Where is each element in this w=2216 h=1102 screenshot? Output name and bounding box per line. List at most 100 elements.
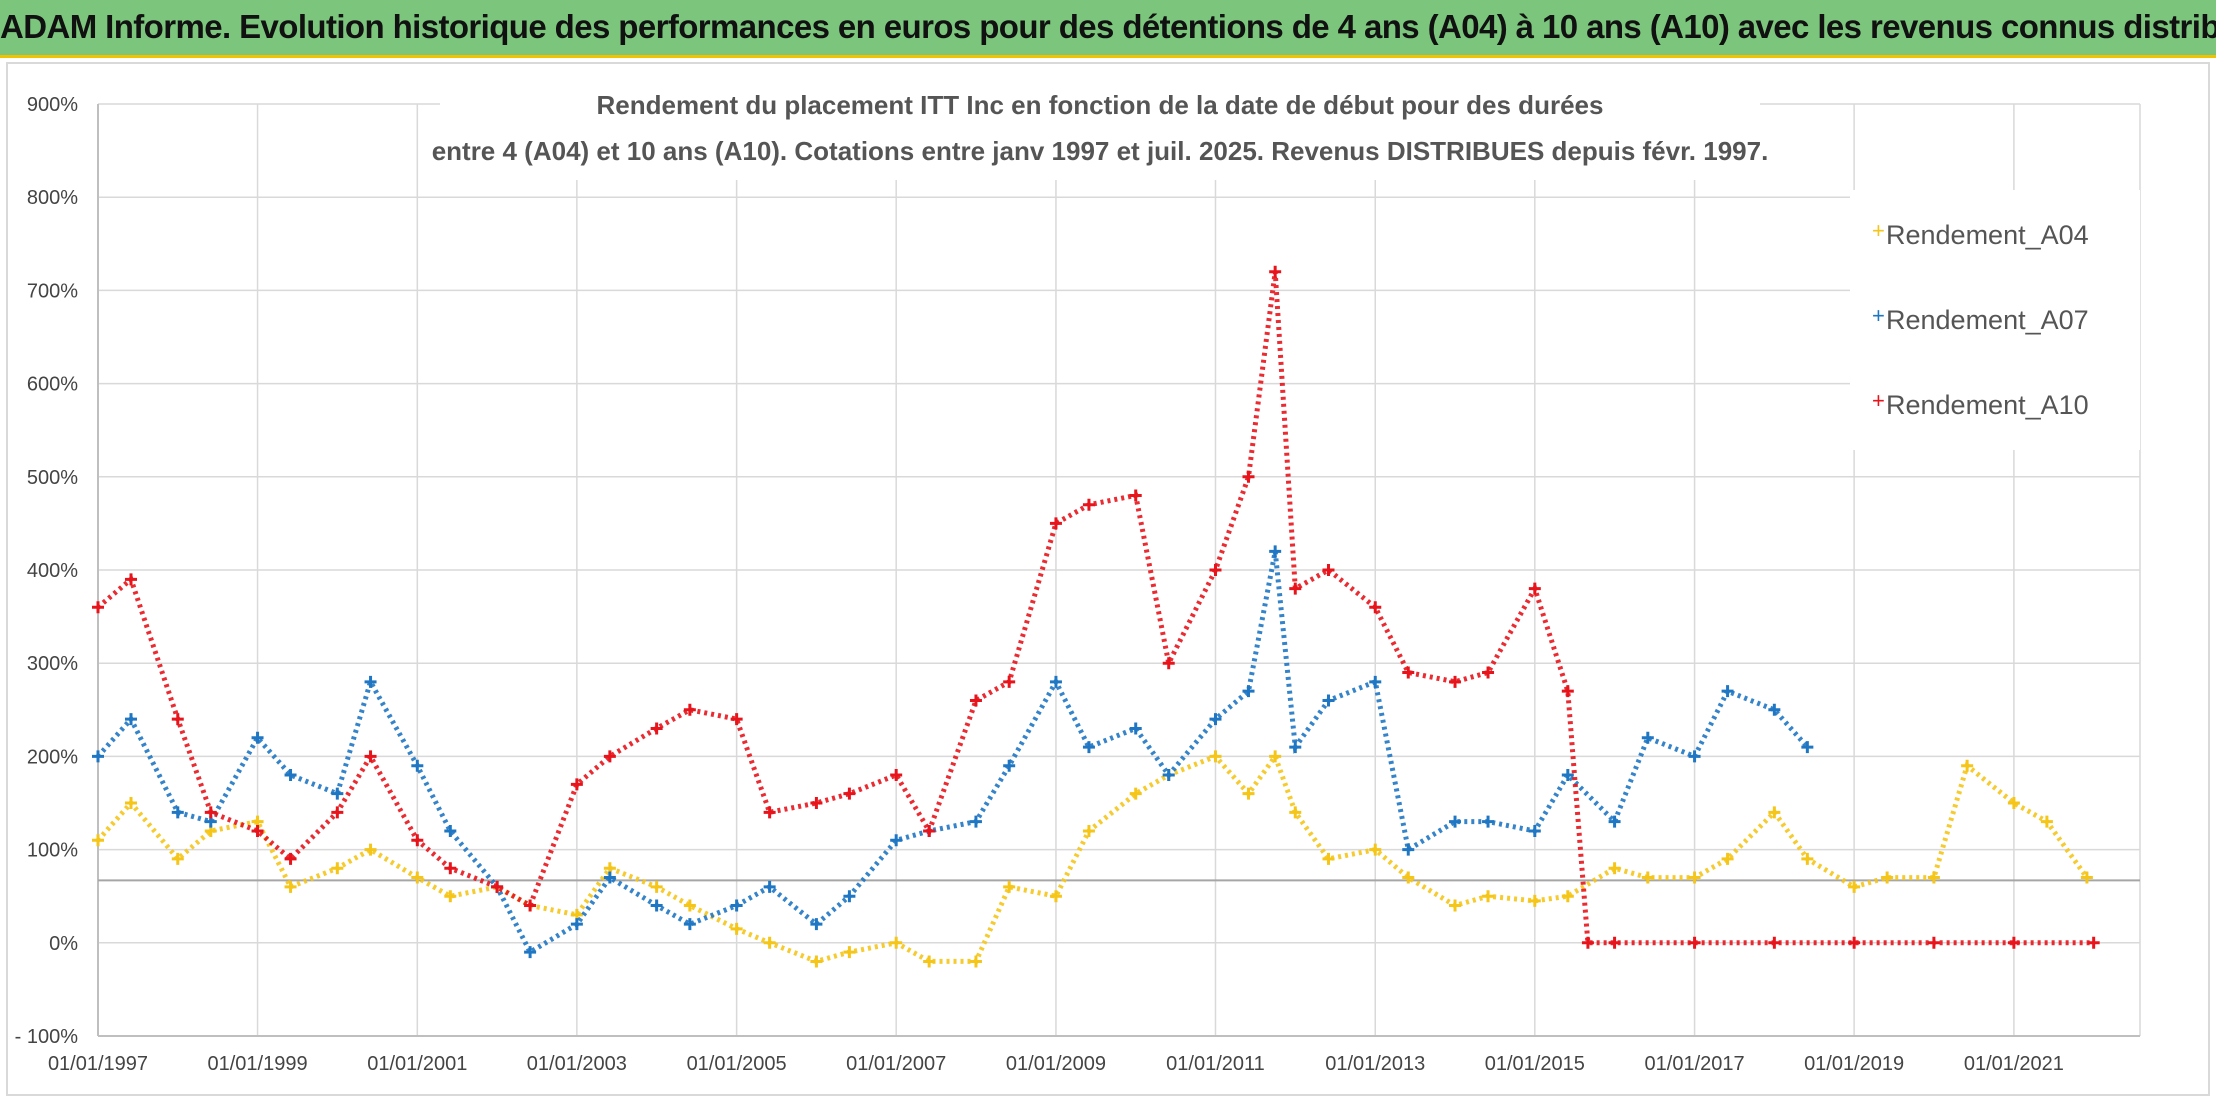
data-point [603,871,616,884]
legend-marker: + [1872,303,1885,328]
x-tick-label: 01/01/2021 [1964,1053,2064,1075]
data-point [2080,871,2093,884]
data-point [1608,936,1621,949]
y-tick-label: 300% [27,653,78,675]
legend-marker: + [1872,218,1885,243]
data-point [2040,815,2053,828]
series-trace [96,751,2089,965]
y-tick-label: 900% [27,94,78,116]
data-point [1369,843,1382,856]
data-point [1927,871,1940,884]
data-point [1289,582,1302,595]
data-point [1242,470,1255,483]
data-point [1322,564,1335,576]
y-tick-label: 800% [27,187,78,209]
data-point [331,806,344,819]
data-point [1848,936,1861,949]
data-point [1449,899,1462,912]
data-point [92,601,104,614]
data-point [810,797,823,809]
data-point [1322,852,1335,865]
data-point [1768,806,1781,819]
data-point [603,750,616,763]
data-point [1961,759,1974,772]
data-point [171,713,184,726]
data-point [1768,703,1781,716]
data-point [570,918,583,931]
y-tick-label: 400% [27,560,78,582]
data-point [1082,741,1095,754]
y-axis-ticks: - 100% 0% 100% 200% 300% 400% 500% 600% 700% 800%… [15,94,79,1048]
data-point [1528,582,1541,595]
data-point [1561,769,1574,782]
data-point [1721,852,1734,865]
data-point [411,871,424,884]
data-point [1269,265,1282,278]
data-point [1242,685,1255,698]
data-point [763,936,776,949]
x-axis-ticks: 01/01/1997 01/01/1999 01/01/2001 01/01/2003… [48,1053,2064,1075]
series-Rendement_A10 [92,265,2100,949]
chart-frame [6,62,2210,1096]
data-point [1528,824,1541,837]
x-tick-label: 01/01/2019 [1804,1053,1904,1075]
data-point [411,759,424,772]
legend: + Rendement_A04+ Rendement_A07+ Rendement_A… [1850,190,2140,450]
data-point [171,806,184,819]
data-point [92,750,104,763]
data-point [125,573,138,586]
data-point [969,955,982,968]
data-point [1209,750,1222,763]
data-point [1129,489,1142,502]
data-point [1289,806,1302,819]
data-point [1209,564,1222,576]
x-tick-label: 01/01/2007 [846,1053,946,1075]
x-tick-label: 01/01/2001 [367,1053,467,1075]
data-point [1721,685,1734,698]
data-point [284,769,297,782]
data-point [491,880,504,893]
data-point [1402,843,1415,856]
data-point [730,899,743,912]
data-point [1641,731,1654,744]
series-Rendement_A07 [92,545,1814,959]
data-point [1082,498,1095,511]
data-point [843,890,856,903]
series-trace [96,550,1810,956]
data-point [1209,713,1222,726]
legend-label: Rendement_A07 [1886,305,2089,335]
x-tick-label: 01/01/2011 [1166,1053,1265,1075]
data-point [1129,787,1142,800]
data-point [1269,545,1282,558]
data-point [1881,871,1894,884]
data-point [1528,894,1541,907]
data-point [1003,880,1016,893]
data-point [1369,675,1382,688]
x-tick-label: 01/01/1997 [48,1053,148,1075]
data-point [1003,759,1016,772]
data-point [1322,694,1335,707]
chart-title-line2: entre 4 (A04) et 10 ans (A10). Cotations… [432,136,1769,166]
y-tick-label: 0% [49,933,78,955]
data-point [890,936,903,949]
report-banner: ADAM Informe. Evolution historique des p… [0,0,2216,58]
data-point [1927,936,1940,949]
x-tick-label: 01/01/1999 [207,1053,307,1075]
data-point [1402,871,1415,884]
data-point [763,806,776,819]
data-point [1129,722,1142,735]
data-point [1242,787,1255,800]
legend-label: Rendement_A10 [1886,390,2089,420]
data-point [331,787,344,800]
data-point [92,834,104,847]
data-point [284,852,297,865]
y-tick-label: 100% [27,840,78,862]
data-point [1482,666,1495,679]
chart-title-box: Rendement du placement ITT Inc en foncti… [432,80,1769,180]
data-point [251,731,264,744]
data-point [1049,890,1062,903]
data-point [331,862,344,875]
data-point [524,946,537,959]
data-point [2087,936,2100,949]
